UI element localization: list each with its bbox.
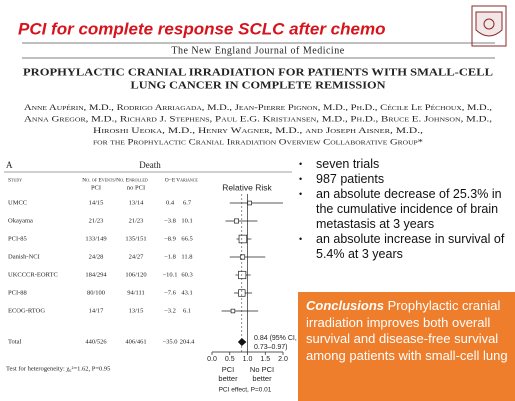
table-cell: −1.8 (164, 253, 176, 260)
table-cell: 21/23 (129, 217, 144, 224)
table-cell: 13/14 (129, 199, 145, 206)
table-cell: PCI-88 (8, 289, 27, 296)
table-cell: Total (8, 338, 21, 345)
axis-title: Relative Risk (222, 182, 272, 192)
conclusion-text: Prophylactic cranial irradiation improve… (306, 298, 508, 363)
x-tick-label: 2.0 (278, 356, 288, 363)
effect-box (238, 289, 246, 297)
column-header: No. of Events/No. Enrolled (82, 177, 148, 183)
table-cell: 24/28 (89, 253, 104, 260)
slide-title: PCI for complete response SCLC after che… (18, 19, 385, 38)
table-cell: 80/100 (87, 289, 105, 296)
table-cell: 14/15 (89, 199, 104, 206)
table-cell: ECOG-RTOG (8, 307, 45, 314)
table-cell: −3.2 (164, 307, 176, 314)
favours-label: better (218, 374, 238, 383)
column-header: Variance (176, 177, 198, 183)
column-header: Study (8, 177, 22, 183)
table-cell: 43.1 (181, 289, 192, 296)
effect-box (234, 218, 239, 224)
table-cell: −35.0 (162, 338, 177, 345)
author-line: Hiroshi Ueoka, M.D., Henry Wagner, M.D.,… (93, 125, 423, 135)
bullet-item: an absolute decrease of 25.3% in the cum… (299, 187, 512, 232)
table-cell: 133/149 (85, 235, 106, 242)
table-cell: 60.3 (181, 271, 192, 278)
table-cell: UMCC (8, 199, 27, 206)
table-cell: 204.4 (180, 338, 195, 345)
table-cell: −7.6 (164, 289, 177, 296)
pooled-diamond (237, 338, 247, 346)
table-cell: 94/111 (127, 289, 145, 296)
table-cell: 21/23 (89, 217, 104, 224)
author-line: Anne Aupérin, M.D., Rodrigo Arriagada, M… (24, 102, 492, 112)
table-cell: UKCCCR-EORTC (8, 271, 58, 278)
table-cell: 14/17 (89, 307, 105, 314)
table-cell: Okayama (8, 217, 33, 224)
favours-label: No PCI (250, 365, 274, 374)
table-cell: 24/27 (129, 253, 145, 260)
subcolumn-header: no PCI (127, 184, 145, 191)
heterogeneity-note: Test for heterogeneity: χ₆²=1.62, P=0.95 (6, 365, 110, 372)
article-title: PROPHYLACTIC CRANIAL IRRADIATION FOR PAT… (23, 67, 493, 78)
table-cell: 10.1 (181, 217, 192, 224)
favours-label: better (252, 374, 272, 383)
table-cell: −3.8 (164, 217, 176, 224)
table-cell: Danish-NCI (8, 253, 40, 260)
table-cell: 6.7 (183, 199, 192, 206)
table-cell: 106/120 (125, 271, 146, 278)
author-line: for the Prophylactic Cranial Irradiation… (93, 136, 423, 146)
conclusion-box: Conclusions Prophylactic cranial irradia… (298, 292, 515, 401)
table-cell: PCI-85 (8, 235, 27, 242)
journal-name: The New England Journal of Medicine (171, 45, 344, 56)
pooled-label: 0.73–0.97) (254, 344, 287, 351)
effect-box (230, 308, 236, 314)
table-cell: −8.9 (164, 235, 176, 242)
conclusion-label: Conclusions (306, 298, 385, 313)
figure-heading: Death (139, 160, 161, 170)
table-cell: 6.1 (183, 307, 191, 314)
x-tick-label: 1.5 (260, 356, 270, 363)
bullet-list: seven trials987 patientsan absolute decr… (299, 157, 512, 262)
pooled-label: 0.84 (95% CI, (254, 335, 297, 342)
panel-label: A (6, 160, 13, 170)
x-tick-label: 0.5 (225, 356, 235, 363)
effect-box (239, 254, 246, 260)
bullet-item: an absolute increase in survival of 5.4%… (299, 232, 512, 262)
article-title: LUNG CANCER IN COMPLETE REMISSION (131, 80, 386, 91)
table-cell: 11.8 (181, 253, 192, 260)
x-tick-label: 0.0 (207, 356, 217, 363)
x-tick-label: 1.0 (243, 356, 253, 363)
column-header: O−E (165, 177, 176, 183)
bullet-item: 987 patients (299, 172, 512, 187)
table-cell: 66.5 (181, 235, 192, 242)
university-logo (471, 5, 507, 47)
subcolumn-header: PCI (91, 184, 101, 191)
table-cell: 440/526 (85, 338, 107, 345)
effect-box (238, 234, 248, 244)
table-cell: −10.1 (162, 271, 177, 278)
table-cell: 406/461 (125, 338, 146, 345)
table-cell: 13/15 (129, 307, 144, 314)
table-cell: 0.4 (166, 199, 175, 206)
effect-box (238, 270, 247, 280)
table-cell: 184/294 (85, 271, 107, 278)
author-line: Anna Gregor, M.D., Richard J. Stephens, … (24, 113, 492, 123)
bullet-item: seven trials (299, 157, 512, 172)
effect-note: PCI effect, P=0.01 (219, 387, 272, 394)
effect-box (247, 200, 252, 206)
table-cell: 135/151 (125, 235, 146, 242)
favours-label: PCI (222, 365, 235, 374)
